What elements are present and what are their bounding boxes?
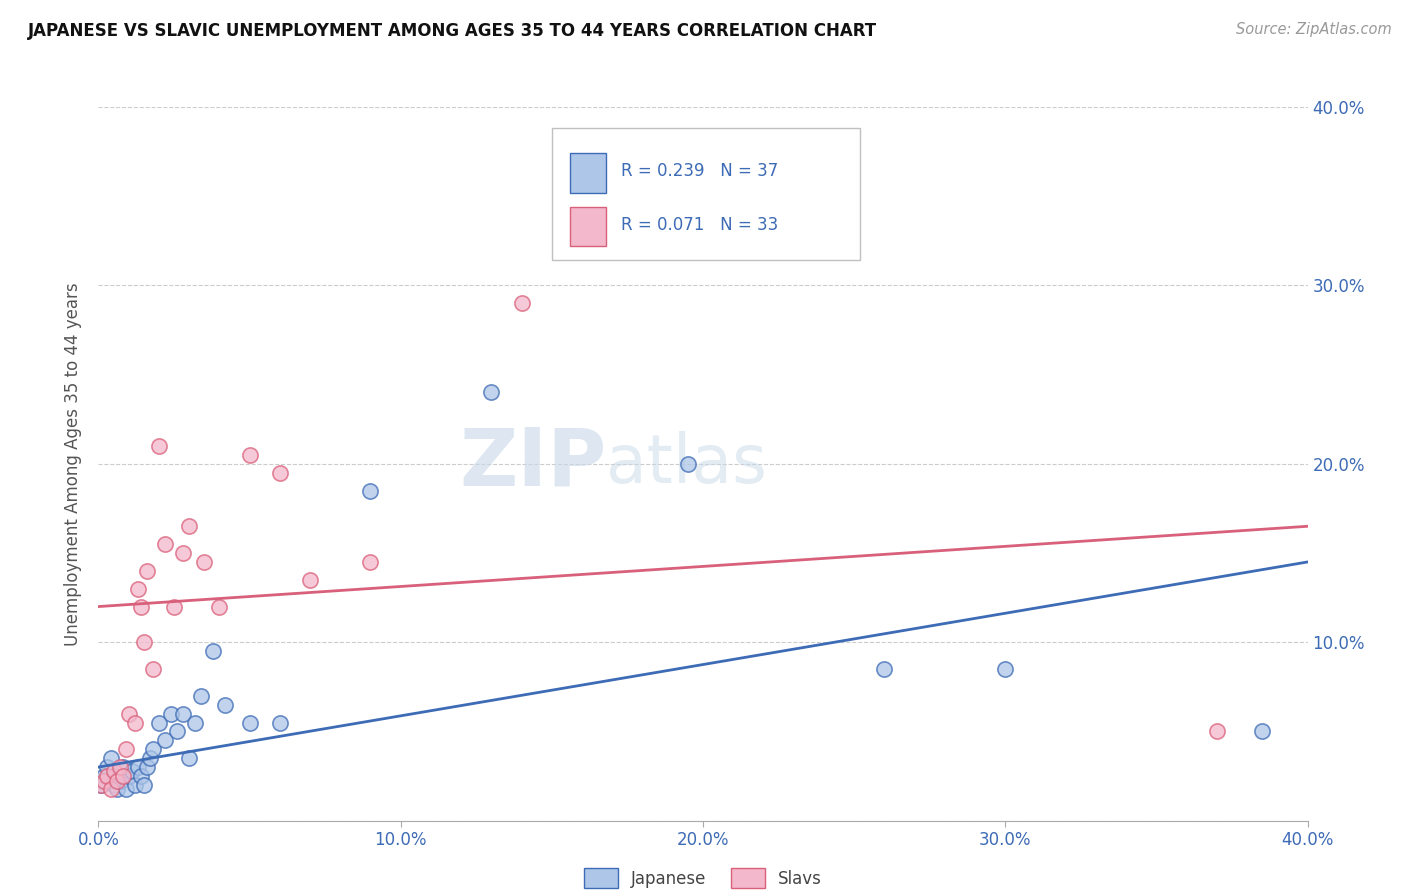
Point [111, 760, 134, 774]
Point [124, 778, 146, 792]
Point [148, 715, 170, 730]
Point [208, 599, 231, 614]
Point [96, 760, 118, 774]
Point [100, 781, 122, 796]
Point [179, 519, 201, 533]
Point [105, 774, 128, 789]
Point [139, 751, 162, 765]
Point [127, 582, 149, 596]
Point [105, 781, 128, 796]
Point [93, 774, 115, 789]
Point [129, 769, 152, 783]
Text: atlas: atlas [606, 431, 768, 497]
Point [299, 573, 322, 587]
Point [142, 742, 165, 756]
Text: R = 0.239   N = 37: R = 0.239 N = 37 [621, 162, 778, 180]
Point [132, 778, 155, 792]
Point [111, 769, 134, 783]
Point [127, 760, 149, 774]
Point [108, 760, 131, 774]
Point [676, 171, 699, 186]
Point [239, 448, 262, 462]
Point [214, 698, 236, 712]
Point [93, 769, 115, 783]
Point [172, 706, 194, 721]
Point [124, 715, 146, 730]
FancyBboxPatch shape [553, 128, 860, 260]
Point [132, 635, 155, 649]
Point [118, 769, 141, 783]
Point [202, 644, 225, 658]
Point [160, 706, 183, 721]
Point [360, 483, 382, 498]
Point [153, 537, 176, 551]
Point [90, 778, 112, 792]
Point [166, 724, 188, 739]
Point [676, 457, 699, 471]
Point [148, 439, 170, 453]
Point [481, 385, 503, 400]
Y-axis label: Unemployment Among Ages 35 to 44 years: Unemployment Among Ages 35 to 44 years [65, 282, 83, 646]
Point [114, 781, 136, 796]
Legend: Japanese, Slavs: Japanese, Slavs [578, 862, 828, 892]
Point [103, 778, 125, 792]
Point [90, 778, 112, 792]
Point [108, 774, 131, 789]
Text: Source: ZipAtlas.com: Source: ZipAtlas.com [1236, 22, 1392, 37]
Point [1206, 724, 1229, 739]
Point [184, 715, 207, 730]
Point [153, 733, 176, 747]
Point [193, 555, 215, 569]
Point [269, 466, 291, 480]
Point [100, 751, 122, 765]
Point [121, 764, 143, 778]
Point [135, 564, 157, 578]
Text: ZIP: ZIP [458, 425, 606, 503]
FancyBboxPatch shape [569, 207, 606, 246]
Point [118, 706, 141, 721]
Point [994, 662, 1017, 676]
Point [114, 742, 136, 756]
Point [96, 769, 118, 783]
Point [239, 715, 262, 730]
Point [1251, 724, 1274, 739]
Point [129, 599, 152, 614]
Point [269, 715, 291, 730]
Text: R = 0.071   N = 33: R = 0.071 N = 33 [621, 216, 778, 234]
Point [163, 599, 186, 614]
Text: JAPANESE VS SLAVIC UNEMPLOYMENT AMONG AGES 35 TO 44 YEARS CORRELATION CHART: JAPANESE VS SLAVIC UNEMPLOYMENT AMONG AG… [28, 22, 877, 40]
Point [103, 769, 125, 783]
Point [873, 662, 896, 676]
Point [103, 764, 125, 778]
Point [190, 689, 212, 703]
Point [135, 760, 157, 774]
Point [360, 555, 382, 569]
Point [142, 662, 165, 676]
Point [179, 751, 201, 765]
FancyBboxPatch shape [569, 153, 606, 193]
Point [510, 296, 533, 310]
Point [172, 546, 194, 560]
